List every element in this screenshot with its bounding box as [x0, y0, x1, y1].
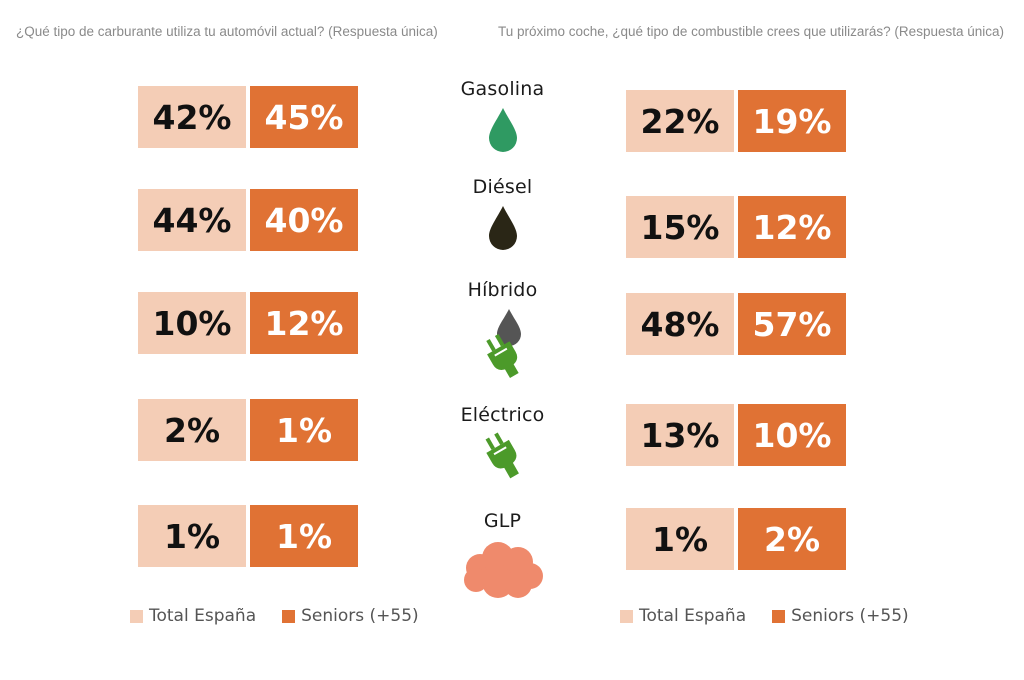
seniors-cell: 1% [250, 399, 358, 461]
fuel-label: Eléctrico [460, 404, 545, 426]
seniors-cell: 10% [738, 404, 846, 466]
total-cell: 48% [626, 293, 734, 355]
fuel-hibrido: Híbrido [430, 279, 575, 387]
fuel-drop-icon [488, 206, 517, 250]
total-cell: 22% [626, 90, 734, 152]
table-row: 2% 1% [138, 399, 358, 461]
legend-label: Seniors (+55) [791, 606, 909, 626]
table-row: 13% 10% [626, 404, 846, 466]
fuel-diesel: Diésel [430, 176, 575, 252]
seniors-cell: 19% [738, 90, 846, 152]
seniors-cell: 45% [250, 86, 358, 148]
legend-swatch [772, 609, 786, 623]
right-question: Tu próximo coche, ¿qué tipo de combustib… [497, 24, 1004, 39]
table-row: 48% 57% [626, 293, 846, 355]
table-row: 1% 2% [626, 508, 846, 570]
fuel-label: GLP [483, 510, 522, 532]
table-row: 10% 12% [138, 292, 358, 354]
total-cell: 13% [626, 404, 734, 466]
seniors-cell: 57% [738, 293, 846, 355]
gas-cloud-icon [463, 542, 543, 598]
legend-swatch [282, 609, 296, 623]
total-cell: 44% [138, 189, 246, 251]
total-cell: 42% [138, 86, 246, 148]
total-cell: 10% [138, 292, 246, 354]
right-legend: Total España Seniors (+55) [620, 606, 935, 626]
table-row: 44% 40% [138, 189, 358, 251]
plug-icon [485, 432, 519, 479]
seniors-cell: 1% [250, 505, 358, 567]
legend-item-total: Total España [130, 606, 256, 626]
legend-item-seniors: Seniors (+55) [772, 606, 909, 626]
seniors-cell: 12% [250, 292, 358, 354]
legend-item-total: Total España [620, 606, 746, 626]
legend-label: Total España [639, 606, 747, 626]
seniors-cell: 12% [738, 196, 846, 258]
fuel-glp: GLP [430, 510, 575, 602]
drop-and-plug-icon [485, 309, 521, 379]
fuel-gasolina: Gasolina [430, 78, 575, 154]
total-cell: 1% [626, 508, 734, 570]
left-legend: Total España Seniors (+55) [130, 606, 445, 626]
legend-item-seniors: Seniors (+55) [282, 606, 419, 626]
left-question: ¿Qué tipo de carburante utiliza tu autom… [16, 24, 438, 39]
table-row: 22% 19% [626, 90, 846, 152]
fuel-label: Gasolina [460, 78, 545, 100]
table-row: 1% 1% [138, 505, 358, 567]
table-row: 42% 45% [138, 86, 358, 148]
total-cell: 1% [138, 505, 246, 567]
fuel-label: Híbrido [467, 279, 538, 301]
table-row: 15% 12% [626, 196, 846, 258]
total-cell: 15% [626, 196, 734, 258]
legend-swatch [620, 609, 633, 623]
fuel-drop-icon [488, 108, 517, 152]
legend-swatch [130, 609, 143, 623]
seniors-cell: 40% [250, 189, 358, 251]
total-cell: 2% [138, 399, 246, 461]
fuel-electrico: Eléctrico [430, 404, 575, 490]
legend-label: Total España [149, 606, 257, 626]
fuel-label: Diésel [472, 176, 533, 198]
seniors-cell: 2% [738, 508, 846, 570]
legend-label: Seniors (+55) [301, 606, 419, 626]
